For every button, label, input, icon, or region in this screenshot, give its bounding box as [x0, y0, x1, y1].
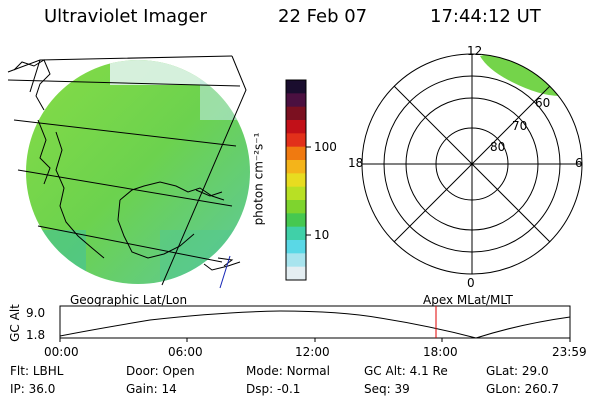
- colorbar-band: [286, 106, 306, 121]
- altitude-ytick-max: 9.0: [26, 306, 46, 320]
- altitude-xtick-0000: 00:00: [44, 345, 79, 359]
- colorbar-band: [286, 226, 306, 241]
- ip-info: IP: 36.0: [10, 382, 55, 396]
- colorbar-band: [286, 146, 306, 161]
- polar-panel-label: Apex MLat/MLT: [423, 293, 513, 307]
- earth-disk: [26, 60, 250, 284]
- ip-value: 36.0: [28, 382, 56, 396]
- ip-label: IP:: [10, 382, 25, 396]
- colorbar-band: [286, 80, 306, 94]
- glon-value: 260.7: [524, 382, 559, 396]
- colorbar-band: [286, 186, 306, 201]
- geographic-image: [7, 55, 250, 289]
- glat-label: GLat:: [486, 364, 519, 378]
- colorbar-tick-10: 10: [314, 228, 330, 242]
- colorbar: [285, 79, 311, 281]
- gain-value: 14: [161, 382, 177, 396]
- altitude-curve: [59, 310, 571, 339]
- altitude-xtick-1800: 18:00: [423, 345, 458, 359]
- terminator-line: [219, 255, 231, 289]
- door-info: Door: Open: [126, 364, 195, 378]
- polar-hour-12: 12: [467, 44, 483, 58]
- gc-alt-info: GC Alt: 4.1 Re: [364, 364, 448, 378]
- dsp-value: -0.1: [276, 382, 301, 396]
- dsp-info: Dsp: -0.1: [246, 382, 300, 396]
- filter-info: Flt: LBHL: [10, 364, 63, 378]
- glat-info: GLat: 29.0: [486, 364, 549, 378]
- colorbar-band: [286, 173, 306, 188]
- colorbar-band: [286, 266, 306, 281]
- colorbar-band: [286, 240, 306, 254]
- colorbar-band: [286, 253, 306, 268]
- limb-glow: [110, 60, 250, 85]
- filter-label: Flt:: [10, 364, 29, 378]
- seq-label: Seq:: [364, 382, 391, 396]
- instrument-title: Ultraviolet Imager: [44, 6, 207, 27]
- dsp-label: Dsp:: [246, 382, 274, 396]
- filter-value: LBHL: [32, 364, 64, 378]
- altitude-xtick-2359: 23:59: [552, 345, 587, 359]
- door-value: Open: [162, 364, 195, 378]
- gc-alt-value: 4.1 Re: [409, 364, 448, 378]
- time-label: 17:44:12 UT: [430, 6, 541, 27]
- glon-label: GLon:: [486, 382, 521, 396]
- glon-info: GLon: 260.7: [486, 382, 559, 396]
- auroral-oval: [480, 54, 564, 96]
- colorbar-units-label: photon cm⁻²s⁻¹: [251, 132, 266, 226]
- altitude-xtick-1200: 12:00: [295, 345, 330, 359]
- polar-hour-0: 0: [467, 276, 475, 290]
- glat-value: 29.0: [521, 364, 549, 378]
- polar-plot: [361, 53, 583, 275]
- polar-lat-80: 80: [490, 140, 506, 154]
- altitude-xtick-0600: 06:00: [168, 345, 203, 359]
- door-label: Door:: [126, 364, 159, 378]
- colorbar-band: [286, 213, 306, 228]
- geographic-panel-label: Geographic Lat/Lon: [70, 293, 188, 307]
- colorbar-band: [286, 160, 306, 174]
- date-label: 22 Feb 07: [278, 6, 368, 27]
- gc-alt-label: GC Alt:: [364, 364, 406, 378]
- colorbar-band: [286, 200, 306, 214]
- seq-info: Seq: 39: [364, 382, 410, 396]
- colorbar-band: [286, 133, 306, 148]
- colorbar-band: [286, 93, 306, 108]
- gain-label: Gain:: [126, 382, 158, 396]
- polar-lat-60: 60: [535, 96, 551, 110]
- altitude-ylabel: GC Alt: [7, 304, 22, 342]
- colorbar-tick-100: 100: [314, 140, 337, 154]
- colorbar-band: [286, 120, 306, 134]
- mode-info: Mode: Normal: [246, 364, 330, 378]
- polar-hour-18: 18: [348, 156, 364, 170]
- altitude-ytick-min: 1.8: [26, 328, 46, 342]
- mode-value: Normal: [286, 364, 330, 378]
- latlon-grid: [7, 55, 247, 286]
- polar-lat-70: 70: [512, 119, 528, 133]
- mode-label: Mode:: [246, 364, 283, 378]
- coastlines: [13, 59, 241, 271]
- polar-hour-6: 6: [575, 156, 583, 170]
- seq-value: 39: [394, 382, 410, 396]
- gain-info: Gain: 14: [126, 382, 177, 396]
- altitude-plot: [59, 305, 571, 342]
